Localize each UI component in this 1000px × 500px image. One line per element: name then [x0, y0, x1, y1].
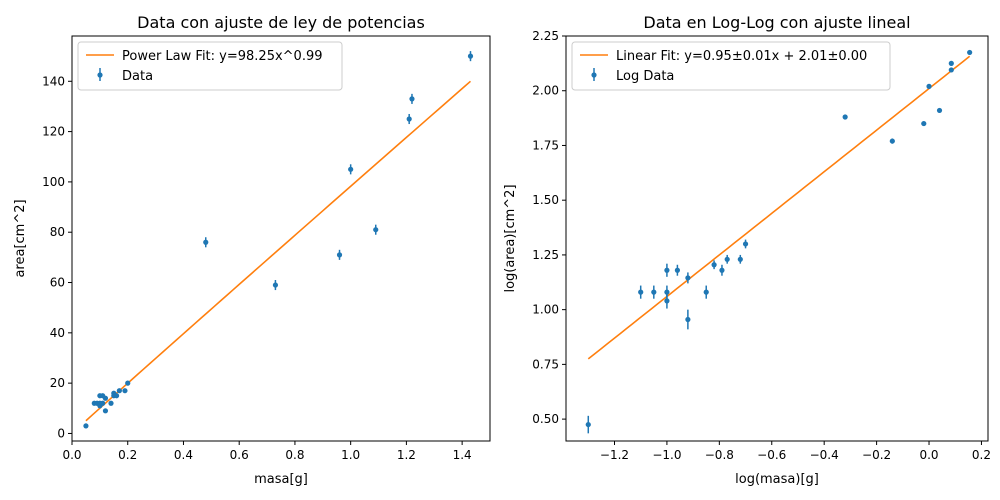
left-y-tick-label: 40: [50, 326, 65, 340]
left-chart: 0.0 0.2 0.4 0.6 0.8 1.0 1.2 1.4 0 20 40 60 80 100 120 1…: [13, 13, 491, 487]
right-y-tick-label: 2.00: [532, 84, 559, 98]
right-x-tick-label: −0.8: [705, 448, 734, 462]
right-data-point: [889, 138, 895, 144]
right-y-axis-label: log(area)[cm^2]: [503, 184, 518, 292]
right-data-point: [685, 275, 691, 281]
right-y-tick-label: 0.75: [532, 357, 559, 371]
left-data-point: [100, 400, 106, 406]
left-x-tick-label: 0.2: [118, 448, 137, 462]
left-y-tick-label: 120: [42, 125, 65, 139]
left-legend: Power Law Fit: y=98.25x^0.99 Data: [77, 41, 343, 91]
left-x-tick-label: 1.4: [453, 448, 472, 462]
left-legend-box: [77, 41, 343, 91]
left-data-point: [336, 252, 343, 258]
right-data-point: [719, 267, 725, 273]
right-data-point: [926, 83, 932, 89]
left-x-tick-label: 0.4: [174, 448, 193, 462]
right-fit-line: [587, 55, 971, 360]
right-data-point: [921, 120, 927, 127]
right-data-point: [638, 289, 644, 295]
right-y-tick-label: 2.25: [532, 29, 559, 43]
right-data-point: [967, 49, 973, 56]
left-x-tick-label: 1.2: [397, 448, 416, 462]
right-data-point: [742, 241, 749, 247]
left-data-point: [83, 423, 89, 429]
left-data-point: [203, 239, 209, 245]
left-data-point: [116, 388, 122, 394]
right-x-tick-label: −1.2: [600, 448, 629, 462]
right-data-point: [842, 114, 848, 120]
left-y-tick-label: 60: [50, 276, 65, 290]
right-x-axis-label: log(masa)[g]: [735, 472, 819, 487]
left-data-point: [373, 227, 379, 233]
right-legend-fit-label: Linear Fit: y=0.95±0.01x + 2.01±0.00: [616, 49, 867, 64]
right-data-point: [674, 267, 680, 273]
left-data-point: [409, 96, 415, 102]
right-legend-box: [571, 41, 891, 91]
right-data-point: [703, 289, 709, 295]
left-y-tick-label: 80: [50, 225, 65, 239]
left-data-point: [406, 116, 412, 122]
right-chart: −1.2 −1.0 −0.8 −0.6 −0.4 −0.2 0.0 0.2 0.50 0.75 1.…: [503, 13, 991, 487]
right-y-tick-label: 0.50: [532, 412, 559, 426]
left-y-axis-label: area[cm^2]: [13, 199, 28, 277]
left-y-tick-label: 20: [50, 376, 65, 390]
right-legend: Linear Fit: y=0.95±0.01x + 2.01±0.00 Log …: [571, 41, 891, 91]
left-data-point: [113, 393, 120, 399]
left-y-tick-label: 0: [57, 426, 65, 440]
right-data-point: [651, 289, 657, 295]
right-data-point: [737, 256, 743, 262]
left-data-point: [348, 166, 354, 172]
right-data-point: [664, 289, 670, 295]
right-chart-title: Data en Log-Log con ajuste lineal: [643, 13, 910, 32]
right-axes-frame: [565, 35, 989, 442]
right-data-point: [711, 262, 717, 268]
left-data-point: [125, 380, 131, 386]
right-y-tick-label: 1.50: [532, 193, 559, 207]
left-data-point: [108, 400, 114, 406]
left-x-tick-label: 0.8: [285, 448, 304, 462]
left-x-tick-label: 1.0: [341, 448, 360, 462]
right-x-tick-label: 0.0: [919, 448, 938, 462]
right-data-point: [664, 267, 670, 273]
left-x-axis-label: masa[g]: [254, 472, 308, 487]
left-x-tick-label: 0.6: [230, 448, 249, 462]
left-y-tick-label: 100: [42, 175, 65, 189]
left-data-point: [102, 395, 109, 401]
left-data-point: [272, 282, 279, 288]
right-y-tick-label: 1.75: [532, 138, 559, 152]
left-data-point: [467, 53, 474, 59]
left-x-tick-label: 0.0: [62, 448, 81, 462]
right-legend-data-label: Log Data: [616, 69, 674, 84]
right-x-tick-label: −0.2: [862, 448, 891, 462]
right-y-tick-label: 1.25: [532, 248, 559, 262]
right-data-point: [585, 421, 591, 428]
right-data-point: [724, 256, 730, 262]
left-legend-data-swatch: [97, 72, 103, 78]
left-chart-title: Data con ajuste de ley de potencias: [137, 13, 425, 32]
right-data-point: [664, 298, 670, 304]
left-data-point: [122, 388, 128, 394]
right-data-point: [936, 107, 943, 114]
right-data-point: [685, 316, 691, 323]
right-x-tick-label: −1.0: [652, 448, 681, 462]
right-data-point: [948, 60, 954, 66]
left-axes-frame: [71, 35, 491, 442]
right-x-tick-label: −0.6: [757, 448, 786, 462]
left-fit-line: [85, 80, 472, 422]
left-legend-data-label: Data: [122, 69, 153, 84]
right-data-point: [948, 67, 954, 73]
left-data-point: [102, 408, 109, 414]
right-y-tick-label: 1.00: [532, 303, 559, 317]
right-legend-data-swatch: [591, 72, 597, 78]
left-legend-fit-label: Power Law Fit: y=98.25x^0.99: [122, 49, 323, 64]
right-x-tick-label: 0.2: [972, 448, 991, 462]
left-y-tick-label: 140: [42, 74, 65, 88]
right-x-tick-label: −0.4: [810, 448, 839, 462]
